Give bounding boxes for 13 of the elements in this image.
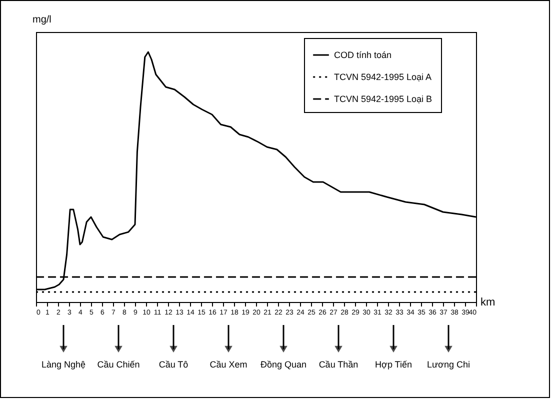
legend-label: TCVN 5942-1995 Loại B (334, 94, 432, 104)
x-axis-title: km (480, 296, 496, 308)
y-axis-title: mg/l (32, 14, 52, 26)
text: Lương Chi (427, 360, 470, 370)
text: Đồng Quan (260, 360, 307, 370)
text: Cầu Xem (210, 360, 248, 370)
legend-label: COD tính toán (334, 50, 392, 60)
text: Làng Nghệ (41, 360, 86, 370)
text: Cầu Thần (318, 360, 358, 370)
text: Hợp Tiến (375, 360, 412, 370)
text: Cầu Tô (158, 360, 188, 370)
text: Cầu Chiến (97, 360, 140, 370)
legend-label: TCVN 5942-1995 Loại A (334, 72, 432, 82)
